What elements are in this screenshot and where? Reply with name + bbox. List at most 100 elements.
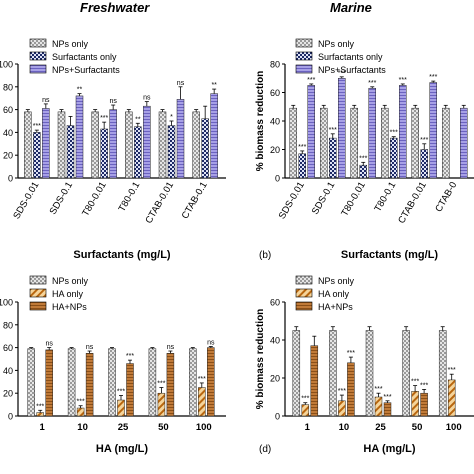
y-tick-label: 0 [8, 412, 13, 422]
x-axis-label: HA (mg/L) [96, 443, 148, 455]
y-tick-label: 80 [3, 82, 13, 92]
legend-label: NPs+Surfactants [52, 65, 120, 75]
bar [201, 118, 209, 179]
bar [189, 348, 197, 417]
bar [148, 348, 157, 417]
legend-swatch [295, 275, 313, 285]
bar [24, 111, 32, 179]
bar [207, 347, 215, 417]
bar [402, 330, 410, 417]
bar [298, 153, 306, 179]
bar [100, 128, 108, 179]
y-tick-label: 80 [270, 60, 280, 70]
significance-label: *** [126, 353, 134, 360]
bar [438, 330, 447, 417]
x-tick-label: T80-0.01 [80, 180, 109, 218]
significance-label: ns [86, 344, 94, 351]
x-tick-label: 100 [196, 422, 212, 433]
bar [85, 353, 94, 417]
bar [447, 379, 456, 417]
bar [57, 111, 66, 179]
significance-label: *** [420, 137, 428, 144]
bar [411, 107, 419, 179]
x-tick-label: 50 [158, 422, 169, 433]
significance-label: ns [45, 341, 53, 348]
y-tick-label: 60 [3, 343, 13, 353]
y-tick-label: 0 [8, 174, 13, 184]
significance-label: *** [117, 388, 125, 395]
significance-label: *** [329, 127, 337, 134]
bar [210, 93, 218, 179]
significance-label: *** [411, 379, 419, 386]
bar [109, 109, 117, 179]
significance-label: *** [298, 144, 306, 151]
significance-label: *** [368, 80, 376, 87]
significance-label: *** [429, 74, 437, 81]
bar [411, 391, 419, 417]
significance-label: ** [135, 116, 141, 123]
bar [198, 387, 206, 417]
column-title-marine: Marine [330, 0, 372, 15]
significance-label: *** [399, 77, 407, 84]
legend-swatch [295, 301, 313, 311]
y-tick-label: 100 [0, 60, 13, 70]
significance-label: *** [338, 388, 346, 395]
legend-swatch [29, 64, 47, 74]
bar [460, 107, 468, 179]
bar [420, 149, 428, 179]
bar [347, 362, 355, 417]
x-tick-label: CTAB-0.01 [143, 180, 176, 226]
y-tick-label: 20 [270, 145, 280, 155]
bar [42, 108, 50, 179]
legend-label: HA+NPs [52, 302, 87, 312]
bar [289, 107, 297, 179]
bar [429, 82, 437, 179]
x-tick-label: CTAB-0 [433, 180, 459, 214]
legend-label: HA only [318, 289, 350, 299]
bar [307, 85, 315, 179]
significance-label: *** [36, 403, 44, 410]
bar [157, 392, 166, 417]
significance-label: *** [198, 376, 206, 383]
bar [381, 107, 389, 179]
legend-swatch [29, 275, 47, 285]
column-title-freshwater: Freshwater [80, 0, 150, 15]
y-tick-label: 40 [270, 336, 280, 346]
x-tick-label: 100 [446, 422, 462, 433]
y-tick-label: 40 [270, 117, 280, 127]
significance-label: ns [207, 339, 215, 346]
y-tick-label: 40 [3, 366, 13, 376]
y-tick-label: 20 [270, 374, 280, 384]
bar [27, 348, 35, 417]
legend-swatch [29, 301, 47, 311]
bar [338, 78, 346, 179]
y-axis-label: % biomass reduction [255, 71, 266, 172]
bar [126, 363, 134, 417]
significance-label: *** [307, 77, 315, 84]
bar [365, 330, 374, 417]
legend-swatch [295, 38, 313, 48]
significance-label: ns [143, 95, 151, 102]
bar [67, 348, 76, 417]
bar [442, 107, 450, 179]
bar [91, 111, 99, 179]
chart-b: 0 20 40 60 80 % biomass reduction Surfactants … [255, 38, 474, 261]
bar [420, 392, 428, 417]
significance-label: *** [448, 367, 456, 374]
legend-label: Surfactants only [318, 52, 383, 62]
legend-swatch [295, 64, 313, 74]
x-tick-label: 1 [40, 422, 46, 433]
x-axis-label: Surfactants (mg/L) [73, 249, 171, 261]
x-tick-label: 25 [375, 422, 386, 433]
significance-label: * [170, 114, 173, 121]
legend-label: NPs only [52, 276, 89, 286]
x-tick-label: 10 [77, 422, 88, 433]
x-tick-label: T80-0.1 [117, 180, 143, 214]
legend-swatch [295, 51, 313, 61]
legend-swatch [29, 51, 47, 61]
legend-label: NPs only [318, 276, 355, 286]
x-tick-label: SDS-0.01 [277, 180, 307, 221]
bar [329, 137, 337, 179]
significance-label: *** [359, 155, 367, 162]
